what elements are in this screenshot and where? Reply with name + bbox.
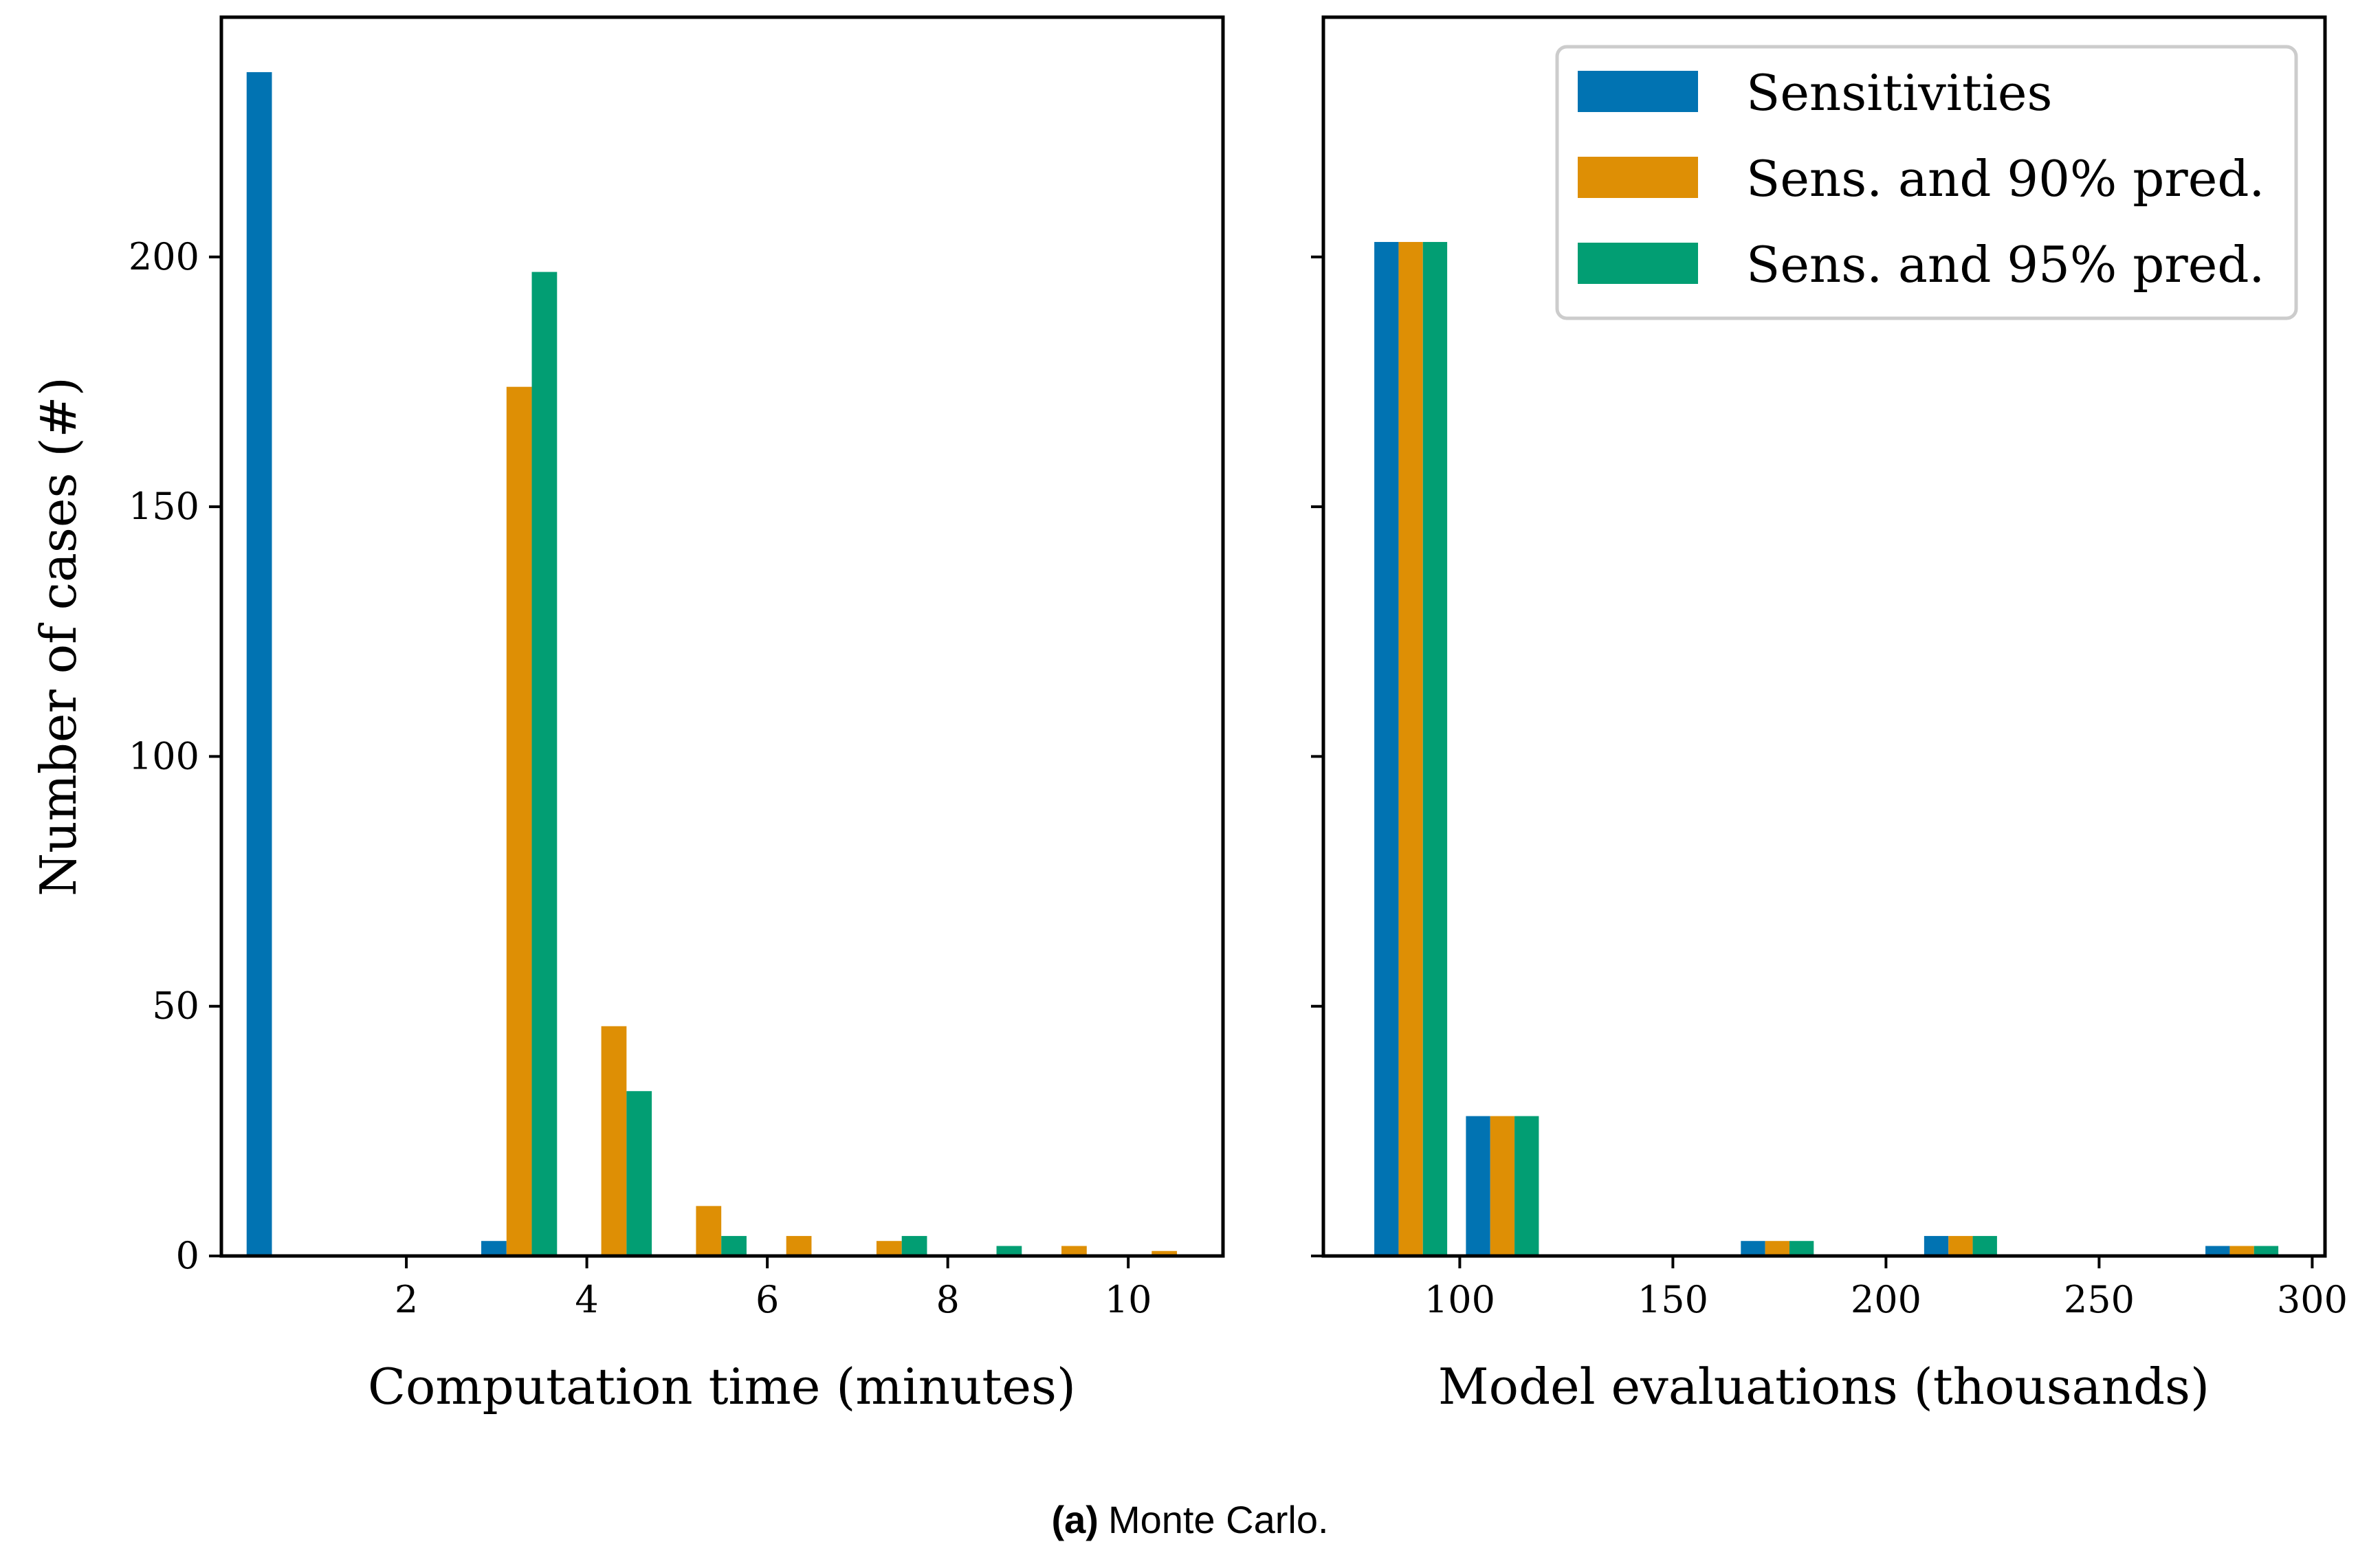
left-y-tick-label-4: 200 bbox=[129, 235, 199, 278]
left-bar-sens-90-1 bbox=[506, 386, 532, 1256]
right-bars bbox=[1374, 241, 2279, 1256]
right-bar-sens-90-2 bbox=[1765, 1241, 1789, 1256]
legend-label-sens-95: Sens. and 95% pred. bbox=[1746, 236, 2265, 294]
left-y-tick-label-0: 0 bbox=[176, 1234, 199, 1277]
left-y-tick-label-2: 100 bbox=[129, 734, 199, 778]
left-bar-sens-90-4 bbox=[786, 1235, 812, 1256]
left-bar-sens-90-2 bbox=[601, 1026, 627, 1256]
left-bar-sens-95-2 bbox=[626, 1091, 652, 1256]
left-y-axis: 0 50 100 150 200 bbox=[129, 235, 221, 1277]
figure-caption: (a) Monte Carlo. bbox=[1051, 1498, 1328, 1541]
left-bar-sens-90-8 bbox=[1152, 1250, 1178, 1256]
left-bar-sens-95-5 bbox=[901, 1235, 927, 1256]
right-x-tick-label-4: 300 bbox=[2277, 1278, 2348, 1321]
right-bar-sens-90-4 bbox=[2229, 1246, 2254, 1256]
left-bar-sens-95-1 bbox=[531, 272, 558, 1257]
legend-box bbox=[1555, 45, 2298, 320]
right-bar-sens-95-3 bbox=[1972, 1235, 1997, 1256]
left-bar-sens-90-7 bbox=[1061, 1246, 1087, 1256]
right-bar-sens-95-2 bbox=[1789, 1241, 1814, 1256]
right-bar-sens-90-3 bbox=[1948, 1235, 1973, 1256]
right-y-axis bbox=[1311, 255, 1323, 1257]
left-plot-frame bbox=[219, 15, 1225, 1258]
right-bar-sens-95-0 bbox=[1422, 241, 1448, 1256]
right-x-axis: 100 150 200 250 300 bbox=[1424, 1256, 2348, 1321]
right-bar-sens-90-1 bbox=[1490, 1116, 1515, 1256]
left-y-tick-label-1: 50 bbox=[152, 984, 199, 1028]
right-x-tick-label-1: 150 bbox=[1638, 1278, 1708, 1321]
right-chart-panel: 100 150 200 250 300 Model evaluations (thous… bbox=[1311, 15, 2348, 1415]
right-bar-sensitivities-0 bbox=[1374, 241, 1399, 1256]
left-y-axis-title: Number of cases (#) bbox=[30, 377, 87, 896]
right-x-tick-label-3: 250 bbox=[2064, 1278, 2135, 1321]
left-bar-sens-95-6 bbox=[996, 1246, 1022, 1256]
right-bar-sensitivities-4 bbox=[2205, 1246, 2230, 1256]
left-x-axis: 2 4 6 8 10 bbox=[395, 1256, 1152, 1321]
right-bar-sens-95-1 bbox=[1514, 1116, 1539, 1256]
legend-label-sensitivities: Sensitivities bbox=[1746, 64, 2052, 122]
legend-swatch-sensitivities bbox=[1578, 71, 1698, 112]
left-x-tick-label-0: 2 bbox=[395, 1278, 418, 1321]
left-bar-sens-90-3 bbox=[696, 1206, 722, 1256]
left-bars bbox=[246, 71, 1178, 1257]
right-bar-sensitivities-1 bbox=[1466, 1116, 1490, 1256]
right-x-axis-title: Model evaluations (thousands) bbox=[1438, 1358, 2210, 1415]
left-x-tick-label-1: 4 bbox=[575, 1278, 598, 1321]
left-bar-sens-90-5 bbox=[876, 1241, 902, 1256]
left-bar-sensitivities-1 bbox=[481, 1241, 507, 1256]
left-x-tick-label-3: 8 bbox=[936, 1278, 959, 1321]
left-bar-sensitivities-0 bbox=[246, 71, 272, 1257]
caption-text: Monte Carlo. bbox=[1108, 1498, 1329, 1541]
left-x-tick-label-4: 10 bbox=[1105, 1278, 1152, 1321]
right-bar-sens-90-0 bbox=[1398, 241, 1423, 1256]
left-bar-sens-95-3 bbox=[721, 1235, 747, 1256]
caption-label: (a) bbox=[1051, 1498, 1098, 1541]
left-x-axis-title: Computation time (minutes) bbox=[368, 1358, 1076, 1415]
right-x-tick-label-0: 100 bbox=[1424, 1278, 1495, 1321]
left-x-tick-label-2: 6 bbox=[756, 1278, 779, 1321]
left-y-tick-label-3: 150 bbox=[129, 485, 199, 528]
legend: Sensitivities Sens. and 90% pred. Sens. … bbox=[1555, 45, 2298, 320]
legend-label-sens-90: Sens. and 90% pred. bbox=[1746, 150, 2265, 208]
right-bar-sensitivities-3 bbox=[1924, 1235, 1949, 1256]
right-bar-sensitivities-2 bbox=[1741, 1241, 1765, 1256]
legend-swatch-sens-90 bbox=[1578, 157, 1698, 198]
right-plot-frame bbox=[1321, 15, 2327, 1258]
left-chart-panel: 2 4 6 8 10 0 50 100 150 200 Computation time (mi… bbox=[30, 15, 1225, 1415]
legend-swatch-sens-95 bbox=[1578, 243, 1698, 284]
right-x-tick-label-2: 200 bbox=[1851, 1278, 1921, 1321]
svg-text:(a)Monte Carlo.: (a) Monte Carlo. bbox=[1051, 1498, 1328, 1541]
right-bar-sens-95-4 bbox=[2254, 1246, 2279, 1256]
